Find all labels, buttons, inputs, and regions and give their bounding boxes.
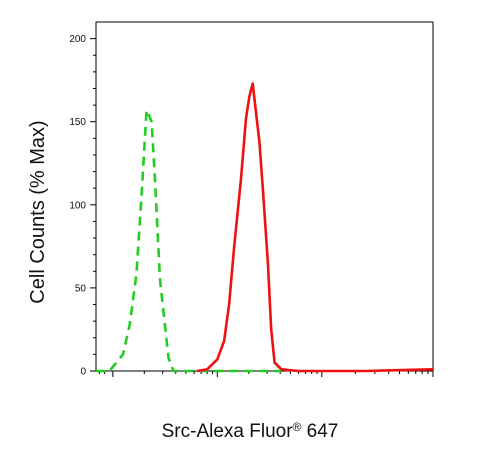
series-line-1 [96,108,282,373]
y-axis-label: Cell Counts (% Max) [27,120,49,303]
x-axis-label-tail: 647 [301,421,339,442]
y-tick-label: 50 [75,283,87,294]
x-axis-label-main: Src-Alexa Fluor [161,421,293,442]
y-tick-label: 150 [69,117,86,128]
y-tick-label: 200 [69,34,86,45]
registered-mark: ® [292,420,302,434]
x-axis-label: Src-Alexa Fluor® 647 [0,420,500,443]
y-tick-label: 100 [69,200,86,211]
series-line-2 [196,82,434,373]
y-tick-label: 0 [80,367,86,378]
